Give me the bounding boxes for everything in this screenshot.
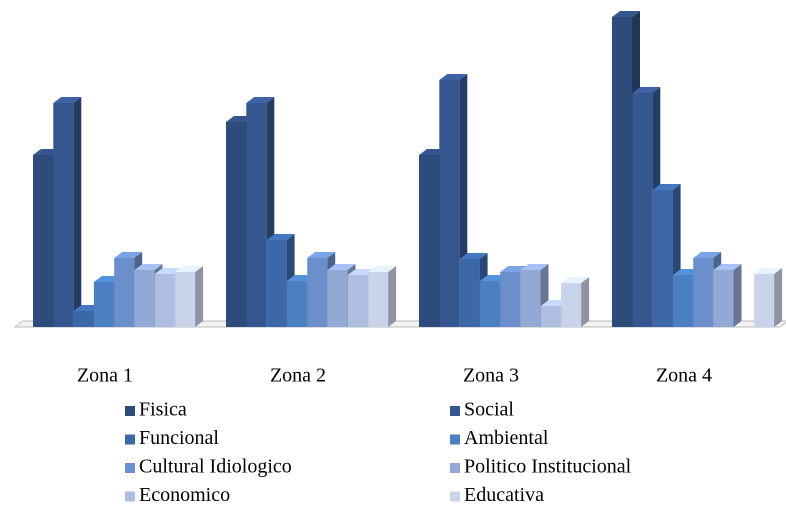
bar-top xyxy=(175,266,204,272)
bar-side xyxy=(195,266,204,327)
bar xyxy=(632,93,653,327)
x-tick-label: Zona 3 xyxy=(463,365,519,387)
bar xyxy=(33,155,53,327)
bar-top xyxy=(53,97,82,103)
bar xyxy=(540,306,561,327)
bar-top xyxy=(439,74,468,80)
legend-label: Social xyxy=(464,399,514,421)
bar xyxy=(713,270,734,327)
bar xyxy=(327,270,348,327)
bar-side xyxy=(388,266,397,327)
legend-swatch xyxy=(125,463,135,473)
legend-label: Educativa xyxy=(464,484,544,506)
bar-side xyxy=(581,277,590,327)
bar xyxy=(479,281,500,327)
legend-swatch xyxy=(125,491,135,502)
bar-top xyxy=(327,264,356,270)
bar-top xyxy=(693,252,722,258)
bar xyxy=(672,275,693,327)
bar-top xyxy=(612,11,640,17)
bar-side xyxy=(73,97,82,327)
bar xyxy=(754,274,775,327)
bar-top xyxy=(459,253,488,259)
bar-top xyxy=(520,264,549,270)
bar-top xyxy=(134,264,163,270)
bar xyxy=(266,240,287,327)
bar xyxy=(53,103,74,327)
legend-swatch xyxy=(450,406,460,416)
bar xyxy=(459,259,480,327)
bar-top xyxy=(652,184,681,190)
bar xyxy=(175,272,196,327)
bar-top xyxy=(754,268,783,274)
bar xyxy=(419,155,439,327)
bar xyxy=(520,270,541,327)
bar xyxy=(347,275,368,327)
legend-label: Cultural Idiologico xyxy=(139,456,292,478)
bar xyxy=(500,272,521,327)
bar xyxy=(286,281,307,327)
bar-top xyxy=(307,252,336,258)
bar xyxy=(612,17,632,327)
bar xyxy=(693,258,714,327)
legend-label: Economico xyxy=(139,484,230,506)
legend-label: Funcional xyxy=(139,427,219,449)
bar xyxy=(134,270,155,327)
legend-swatch xyxy=(125,434,135,445)
legend-swatch xyxy=(450,463,460,473)
legend-label: Ambiental xyxy=(464,427,549,449)
x-tick-label: Zona 1 xyxy=(77,365,133,387)
bar-top xyxy=(114,252,143,258)
bar-top xyxy=(246,97,275,103)
bar-side xyxy=(733,264,742,327)
legend-label: Politico Institucional xyxy=(464,456,632,478)
bar-top xyxy=(266,234,295,240)
bar-top xyxy=(632,87,661,93)
bar xyxy=(307,258,328,327)
bar xyxy=(652,190,673,327)
bar-top xyxy=(368,266,397,272)
legend-swatch xyxy=(450,491,460,502)
x-tick-label: Zona 2 xyxy=(270,365,326,387)
legend-swatch xyxy=(450,434,460,445)
bar xyxy=(73,311,94,327)
legend-swatch xyxy=(125,406,135,416)
bar xyxy=(439,80,460,327)
bar xyxy=(154,274,175,327)
bar xyxy=(226,122,246,327)
bar-top xyxy=(561,277,590,283)
bar xyxy=(561,283,582,327)
x-tick-label: Zona 4 xyxy=(656,365,712,387)
bar-side xyxy=(774,268,783,327)
bar-top xyxy=(713,264,742,270)
legend-label: Fisica xyxy=(139,399,187,421)
bar xyxy=(246,103,267,327)
bar xyxy=(93,282,114,327)
bar xyxy=(114,258,135,327)
bar xyxy=(368,272,389,327)
